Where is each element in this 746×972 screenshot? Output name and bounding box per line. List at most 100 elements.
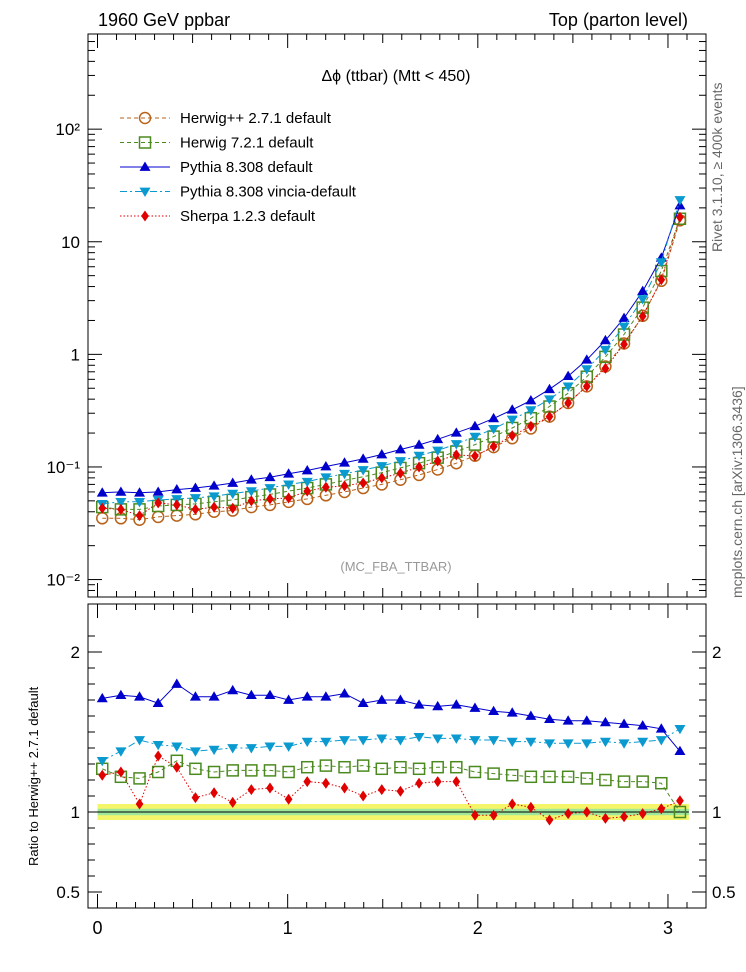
- x-tick-label: 1: [283, 918, 293, 938]
- data-point: [340, 480, 349, 492]
- ratio-point: [98, 769, 107, 781]
- data-point: [506, 404, 518, 414]
- ratio-point: [655, 736, 667, 746]
- ratio-point: [673, 805, 687, 819]
- ratio-point: [601, 812, 610, 824]
- data-point: [283, 480, 295, 490]
- ratio-point: [357, 736, 369, 746]
- data-point: [377, 472, 386, 484]
- ratio-panel: 0.5 0.5 1 1 2 2 0 1 2 3: [56, 603, 736, 938]
- ratio-point: [543, 770, 556, 784]
- data-point: [152, 486, 164, 496]
- data-point: [637, 285, 649, 296]
- ratio-point: [471, 809, 479, 821]
- data-point: [394, 457, 406, 467]
- legend-label: Herwig 7.2.1 default: [180, 135, 314, 152]
- data-point: [488, 424, 500, 435]
- y-tick-label: 10: [61, 233, 80, 252]
- data-point: [357, 466, 369, 476]
- ratio-point: [264, 689, 276, 700]
- ratio-point: [320, 691, 332, 701]
- ratio-point: [189, 691, 201, 701]
- legend-marker: [139, 187, 151, 197]
- ratio-point: [266, 782, 274, 794]
- data-point: [508, 430, 517, 442]
- legend-label: Herwig++ 2.7.1 default: [180, 110, 332, 127]
- data-point: [638, 310, 647, 322]
- legend-marker: [138, 111, 152, 125]
- ratio-point: [376, 694, 388, 704]
- ratio-point: [412, 762, 426, 776]
- ratio-point: [599, 773, 612, 787]
- plot-title: Δϕ (ttbar) (Mtt < 450): [321, 68, 470, 85]
- y-tick-label: 1: [71, 345, 80, 364]
- ratio-point: [450, 699, 462, 709]
- data-point: [357, 453, 369, 463]
- data-point: [228, 502, 237, 514]
- data-point: [208, 492, 220, 502]
- ratio-point: [617, 775, 631, 788]
- data-point: [637, 295, 649, 305]
- data-point: [266, 493, 274, 505]
- data-point: [544, 395, 556, 405]
- data-point: [115, 486, 127, 496]
- data-point: [394, 443, 406, 454]
- data-point: [171, 484, 183, 494]
- data-point: [284, 492, 293, 504]
- series-main-vincia: [96, 196, 686, 510]
- data-point: [247, 495, 256, 507]
- ratio-point: [133, 772, 146, 785]
- rivet-version-label: Rivet 3.1.10, ≥ 400k events: [709, 82, 725, 252]
- ratio-point: [376, 734, 388, 744]
- ratio-y-tick-label: 0.5: [712, 883, 736, 902]
- legend-marker: [139, 161, 151, 171]
- ratio-point: [637, 720, 649, 730]
- data-point: [525, 395, 537, 405]
- x-tick-label: 3: [663, 918, 673, 938]
- data-point: [620, 338, 628, 350]
- ratio-point: [282, 765, 295, 779]
- legend-marker: [141, 210, 149, 222]
- x-tick-label: 2: [473, 918, 483, 938]
- ratio-point: [468, 765, 482, 779]
- data-point: [301, 465, 313, 475]
- ratio-point: [544, 739, 556, 749]
- data-point: [433, 455, 442, 467]
- ratio-point: [433, 776, 442, 788]
- data-point: [154, 497, 163, 509]
- ratio-point: [154, 750, 163, 762]
- ratio-point: [561, 770, 575, 784]
- ratio-series-line: [102, 683, 681, 752]
- ratio-point: [191, 792, 200, 804]
- ratio-point: [599, 737, 611, 748]
- ratio-point: [581, 739, 593, 749]
- data-point: [283, 468, 295, 478]
- data-point: [413, 439, 425, 449]
- ratio-point: [227, 684, 239, 695]
- data-point: [210, 501, 218, 513]
- ratio-point: [637, 737, 649, 748]
- data-point: [525, 406, 537, 416]
- data-point: [189, 494, 201, 504]
- series-ratio-vincia: [96, 724, 686, 767]
- ratio-point: [450, 760, 463, 774]
- data-point: [339, 457, 351, 467]
- ratio-point: [152, 697, 164, 708]
- data-point: [172, 499, 181, 511]
- ratio-point: [152, 740, 164, 751]
- ratio-point: [210, 787, 218, 799]
- series-main-sherpa: [98, 211, 684, 522]
- ratio-point: [564, 808, 572, 820]
- ratio-point: [264, 742, 276, 752]
- ratio-series-line: [102, 760, 681, 813]
- data-point: [562, 370, 574, 381]
- ratio-point: [115, 747, 127, 757]
- data-point: [601, 362, 610, 374]
- series-line: [102, 199, 681, 505]
- ratio-point: [340, 782, 349, 794]
- data-point: [191, 503, 200, 515]
- legend-entry: Pythia 8.308 vincia-default: [120, 184, 357, 201]
- ratio-point: [375, 762, 389, 776]
- data-point: [117, 503, 125, 515]
- ratio-point: [618, 718, 630, 728]
